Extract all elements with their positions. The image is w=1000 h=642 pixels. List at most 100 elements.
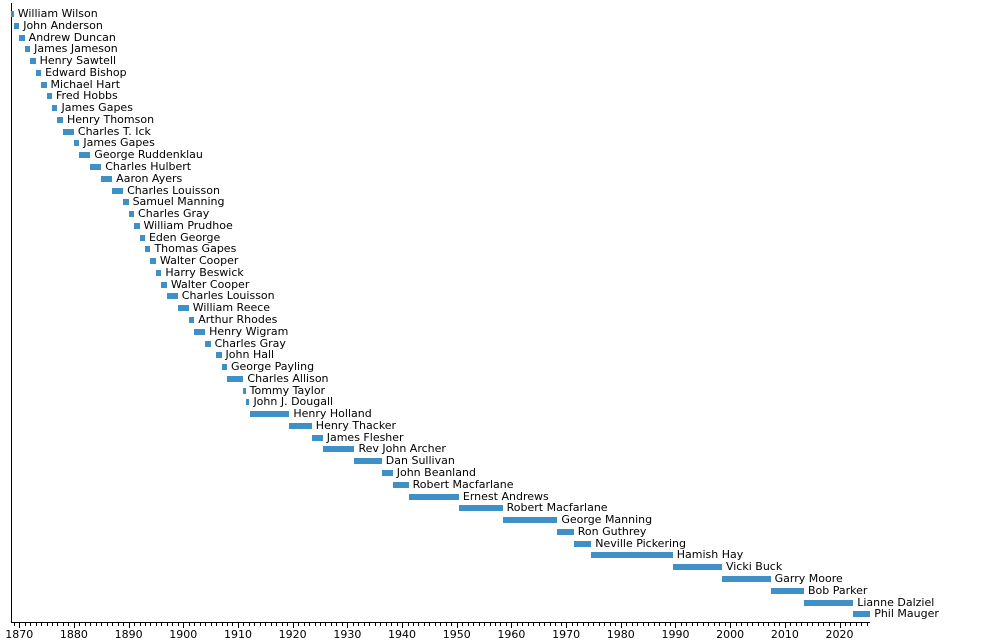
- x-axis-minor-tick: [850, 623, 852, 626]
- mayor-name-label: William Prudhoe: [143, 218, 233, 232]
- x-axis-minor-tick: [221, 623, 223, 626]
- x-axis-minor-tick: [779, 623, 781, 626]
- x-axis-minor-tick: [199, 623, 201, 626]
- x-axis-minor-tick: [177, 623, 179, 626]
- mayor-name-label: Charles Louisson: [127, 183, 220, 197]
- term-bar: [155, 269, 162, 276]
- x-axis-tick-label: 1890: [114, 628, 143, 641]
- mayor-name-label: Samuel Manning: [132, 195, 225, 209]
- x-axis-minor-tick: [571, 623, 573, 626]
- x-axis-major-tick: [456, 623, 458, 628]
- mayor-name-label: Robert Macfarlane: [412, 477, 514, 491]
- x-axis-minor-tick: [653, 623, 655, 626]
- x-axis-minor-tick: [134, 623, 136, 626]
- x-axis-minor-tick: [172, 623, 174, 626]
- mayor-name-label: Lianne Dalziel: [857, 595, 935, 609]
- x-axis-minor-tick: [68, 623, 70, 626]
- x-axis-minor-tick: [216, 623, 218, 626]
- mayor-name-label: Aaron Ayers: [116, 171, 183, 185]
- x-axis-minor-tick: [423, 623, 425, 626]
- x-axis-minor-tick: [484, 623, 486, 626]
- term-bar: [177, 305, 189, 312]
- x-axis-minor-tick: [309, 623, 311, 626]
- mayor-name-label: James Flesher: [326, 430, 404, 444]
- x-axis-minor-tick: [467, 623, 469, 626]
- x-axis-minor-tick: [243, 623, 245, 626]
- x-axis-minor-tick: [762, 623, 764, 626]
- term-bar: [79, 152, 91, 159]
- x-axis-minor-tick: [391, 623, 393, 626]
- mayor-name-label: Harry Beswick: [165, 265, 244, 279]
- x-axis-major-tick: [183, 623, 185, 628]
- x-axis-minor-tick: [276, 623, 278, 626]
- mayor-name-label: John Beanland: [396, 466, 476, 480]
- x-axis-minor-tick: [13, 623, 15, 626]
- x-axis-minor-tick: [205, 623, 207, 626]
- x-axis-minor-tick: [254, 623, 256, 626]
- x-axis-minor-tick: [440, 623, 442, 626]
- term-bar: [216, 352, 222, 359]
- x-axis-major-tick: [784, 623, 786, 628]
- x-axis-minor-tick: [828, 623, 830, 626]
- x-axis-minor-tick: [112, 623, 114, 626]
- mayor-name-label: William Reece: [192, 301, 271, 315]
- term-bar: [573, 540, 592, 547]
- x-axis-minor-tick: [144, 623, 146, 626]
- x-axis-major-tick: [730, 623, 732, 628]
- x-axis-minor-tick: [757, 623, 759, 626]
- x-axis-minor-tick: [746, 623, 748, 626]
- term-bar: [392, 481, 409, 488]
- x-axis-minor-tick: [320, 623, 321, 626]
- term-bar: [408, 493, 459, 500]
- mayor-name-label: George Manning: [561, 513, 653, 527]
- x-axis-tick-label: 2000: [716, 628, 745, 641]
- x-axis-minor-tick: [549, 623, 551, 626]
- mayor-name-label: John J. Dougall: [253, 395, 334, 409]
- term-bar: [11, 11, 14, 17]
- x-axis-minor-tick: [380, 623, 382, 626]
- x-axis-minor-tick: [434, 623, 436, 626]
- x-axis-minor-tick: [396, 623, 398, 626]
- term-bar: [804, 599, 854, 606]
- x-axis-minor-tick: [719, 623, 721, 626]
- x-axis-minor-tick: [161, 623, 163, 626]
- x-axis-minor-tick: [631, 623, 633, 626]
- x-axis-minor-tick: [593, 623, 595, 626]
- x-axis-major-tick: [237, 623, 239, 628]
- term-bar: [458, 505, 503, 512]
- mayor-name-label: Fred Hobbs: [56, 89, 118, 103]
- x-axis-minor-tick: [500, 623, 502, 626]
- mayor-name-label: Charles Gray: [214, 336, 286, 350]
- x-axis-minor-tick: [845, 623, 847, 626]
- x-axis-major-tick: [620, 623, 622, 628]
- x-axis-minor-tick: [227, 623, 229, 626]
- term-bar: [221, 364, 228, 371]
- x-axis-tick-label: 2020: [825, 628, 854, 641]
- x-axis-minor-tick: [642, 623, 644, 626]
- term-bar: [101, 175, 113, 182]
- x-axis-minor-tick: [686, 623, 688, 626]
- x-axis-major-tick: [511, 623, 513, 628]
- x-axis-minor-tick: [538, 623, 540, 626]
- x-axis-minor-tick: [861, 623, 863, 626]
- x-axis-tick-label: 1940: [388, 628, 417, 641]
- mayor-name-label: Walter Cooper: [159, 254, 239, 268]
- x-axis-tick-label: 1990: [661, 628, 690, 641]
- x-axis-major-tick: [402, 623, 404, 628]
- x-axis-minor-tick: [473, 623, 475, 626]
- term-bar: [144, 246, 151, 253]
- x-axis-minor-tick: [609, 623, 611, 626]
- x-axis-minor-tick: [352, 623, 354, 626]
- mayor-name-label: George Ruddenklau: [94, 148, 203, 162]
- term-bar: [41, 81, 47, 88]
- x-axis-minor-tick: [369, 623, 371, 626]
- x-axis-major-tick: [675, 623, 677, 628]
- x-axis-minor-tick: [522, 623, 524, 626]
- term-bar: [721, 575, 771, 582]
- mayor-name-label: Eden George: [148, 230, 221, 244]
- mayor-name-label: Charles Gray: [138, 207, 210, 221]
- x-axis-major-tick: [19, 623, 21, 628]
- x-axis-tick-label: 1930: [333, 628, 362, 641]
- x-axis-minor-tick: [374, 623, 376, 626]
- mayor-name-label: Charles Hulbert: [105, 160, 192, 173]
